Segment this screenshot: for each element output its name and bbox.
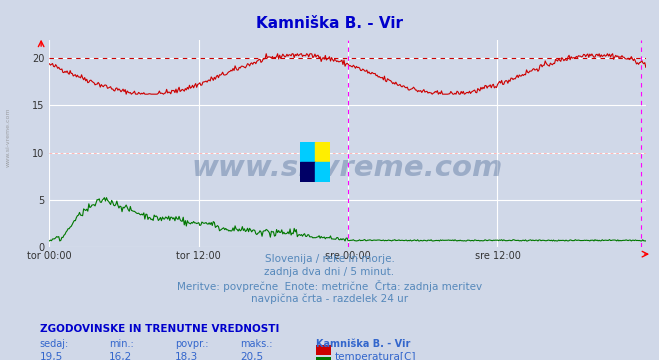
Text: 16,2: 16,2 [109,352,132,360]
Text: Kamniška B. - Vir: Kamniška B. - Vir [256,16,403,31]
Bar [315,142,330,162]
Text: www.si-vreme.com: www.si-vreme.com [192,154,503,182]
Text: 18,3: 18,3 [175,352,198,360]
Text: Kamniška B. - Vir: Kamniška B. - Vir [316,339,411,349]
Text: 19,5: 19,5 [40,352,63,360]
Text: zadnja dva dni / 5 minut.: zadnja dva dni / 5 minut. [264,267,395,277]
Text: ZGODOVINSKE IN TRENUTNE VREDNOSTI: ZGODOVINSKE IN TRENUTNE VREDNOSTI [40,324,279,334]
Bar [300,142,315,162]
Text: www.si-vreme.com: www.si-vreme.com [5,107,11,167]
Text: temperatura[C]: temperatura[C] [335,352,416,360]
Text: Meritve: povprečne  Enote: metrične  Črta: zadnja meritev: Meritve: povprečne Enote: metrične Črta:… [177,280,482,292]
Text: sedaj:: sedaj: [40,339,69,349]
Text: maks.:: maks.: [241,339,273,349]
Bar [315,162,330,182]
Text: 20,5: 20,5 [241,352,264,360]
Text: Slovenija / reke in morje.: Slovenija / reke in morje. [264,254,395,264]
Bar [300,162,315,182]
Text: min.:: min.: [109,339,134,349]
Text: povpr.:: povpr.: [175,339,208,349]
Text: navpična črta - razdelek 24 ur: navpična črta - razdelek 24 ur [251,294,408,304]
